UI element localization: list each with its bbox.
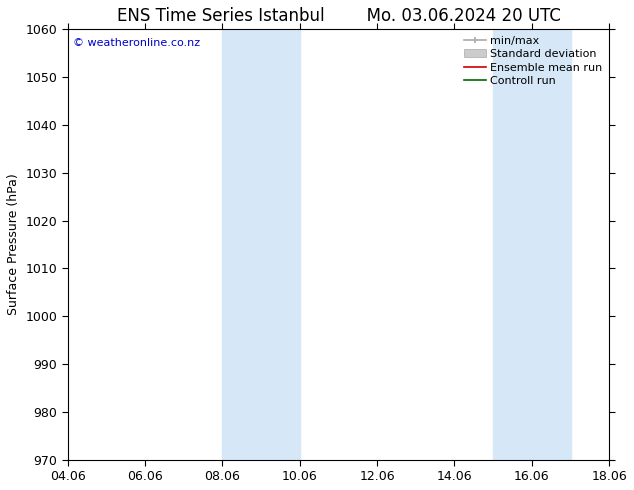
- Y-axis label: Surface Pressure (hPa): Surface Pressure (hPa): [7, 173, 20, 316]
- Bar: [223, 29, 300, 460]
- Bar: [493, 29, 571, 460]
- Legend: min/max, Standard deviation, Ensemble mean run, Controll run: min/max, Standard deviation, Ensemble me…: [459, 31, 607, 90]
- Title: ENS Time Series Istanbul        Mo. 03.06.2024 20 UTC: ENS Time Series Istanbul Mo. 03.06.2024 …: [117, 7, 560, 25]
- Text: © weatheronline.co.nz: © weatheronline.co.nz: [73, 38, 200, 48]
